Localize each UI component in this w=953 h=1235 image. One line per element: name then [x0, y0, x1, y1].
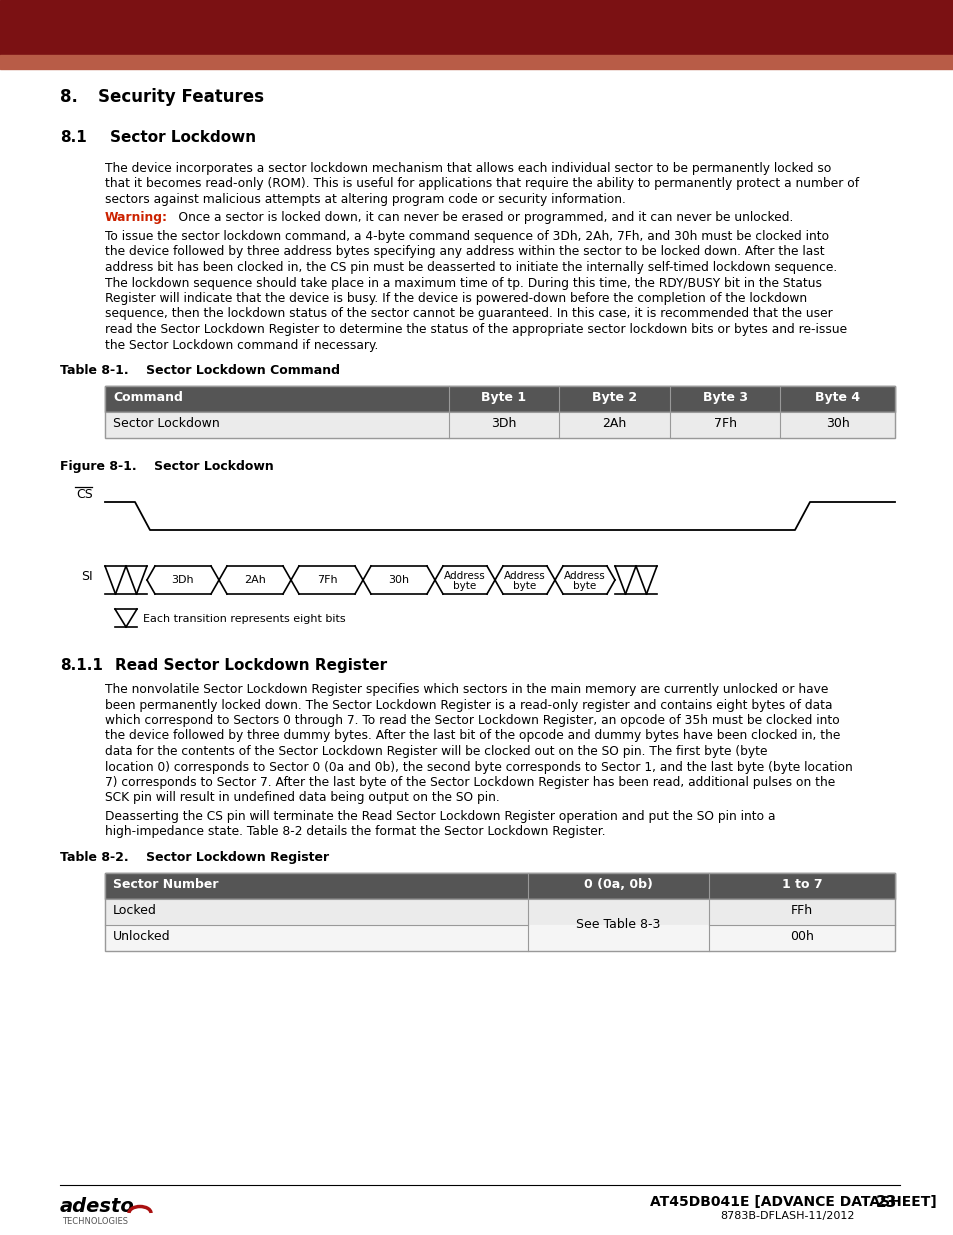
- Text: address bit has been clocked in, the CS pin must be deasserted to initiate the i: address bit has been clocked in, the CS …: [105, 261, 837, 274]
- Text: 2Ah: 2Ah: [244, 576, 266, 585]
- Bar: [105, 899, 894, 925]
- Text: 7) corresponds to Sector 7. After the last byte of the Sector Lockdown Register : 7) corresponds to Sector 7. After the la…: [105, 776, 835, 789]
- Bar: [105, 873, 894, 951]
- Text: data for the contents of the Sector Lockdown Register will be clocked out on the: data for the contents of the Sector Lock…: [105, 745, 767, 758]
- Text: Address: Address: [444, 571, 485, 580]
- Text: Byte 4: Byte 4: [814, 391, 860, 404]
- Text: AT45DB041E [ADVANCE DATASHEET]: AT45DB041E [ADVANCE DATASHEET]: [649, 1195, 936, 1209]
- Text: byte: byte: [573, 580, 596, 592]
- Text: SI: SI: [81, 571, 92, 583]
- Text: 8.1: 8.1: [60, 130, 87, 144]
- Text: 3Dh: 3Dh: [491, 417, 517, 430]
- Text: Address: Address: [503, 571, 545, 580]
- Text: 00h: 00h: [789, 930, 813, 944]
- Bar: [105, 873, 894, 899]
- Bar: [105, 387, 894, 438]
- Text: The nonvolatile Sector Lockdown Register specifies which sectors in the main mem: The nonvolatile Sector Lockdown Register…: [105, 683, 827, 697]
- Text: Sector Number: Sector Number: [112, 878, 218, 890]
- Text: 2Ah: 2Ah: [601, 417, 626, 430]
- Text: sectors against malicious attempts at altering program code or security informat: sectors against malicious attempts at al…: [105, 193, 625, 206]
- Text: Byte 1: Byte 1: [481, 391, 526, 404]
- Text: the Sector Lockdown command if necessary.: the Sector Lockdown command if necessary…: [105, 338, 378, 352]
- Text: SCK pin will result in undefined data being output on the SO pin.: SCK pin will result in undefined data be…: [105, 792, 499, 804]
- Text: 23: 23: [875, 1195, 897, 1210]
- Text: 3Dh: 3Dh: [172, 576, 194, 585]
- Text: The device incorporates a sector lockdown mechanism that allows each individual : The device incorporates a sector lockdow…: [105, 162, 830, 175]
- Bar: [0, 0, 953, 56]
- Text: Table 8-2.    Sector Lockdown Register: Table 8-2. Sector Lockdown Register: [60, 851, 329, 864]
- Text: which correspond to Sectors 0 through 7. To read the Sector Lockdown Register, a: which correspond to Sectors 0 through 7.…: [105, 714, 839, 727]
- Text: high-impedance state. Table 8-2 details the format the Sector Lockdown Register.: high-impedance state. Table 8-2 details …: [105, 825, 605, 839]
- Text: Figure 8-1.    Sector Lockdown: Figure 8-1. Sector Lockdown: [60, 459, 274, 473]
- Text: byte: byte: [453, 580, 476, 592]
- Text: To issue the sector lockdown command, a 4-byte command sequence of 3Dh, 2Ah, 7Fh: To issue the sector lockdown command, a …: [105, 230, 828, 243]
- Text: Each transition represents eight bits: Each transition represents eight bits: [143, 614, 345, 624]
- Text: byte: byte: [513, 580, 536, 592]
- Text: the device followed by three address bytes specifying any address within the sec: the device followed by three address byt…: [105, 246, 823, 258]
- Text: been permanently locked down. The Sector Lockdown Register is a read-only regist: been permanently locked down. The Sector…: [105, 699, 832, 711]
- Text: Deasserting the CS pin will terminate the Read Sector Lockdown Register operatio: Deasserting the CS pin will terminate th…: [105, 810, 775, 823]
- Text: location 0) corresponds to Sector 0 (0a and 0b), the second byte corresponds to : location 0) corresponds to Sector 0 (0a …: [105, 761, 852, 773]
- Text: 1 to 7: 1 to 7: [781, 878, 821, 890]
- Text: the device followed by three dummy bytes. After the last bit of the opcode and d: the device followed by three dummy bytes…: [105, 730, 840, 742]
- Text: sequence, then the lockdown status of the sector cannot be guaranteed. In this c: sequence, then the lockdown status of th…: [105, 308, 832, 321]
- Text: 30h: 30h: [825, 417, 849, 430]
- Text: 8783B-DFLASH-11/2012: 8783B-DFLASH-11/2012: [720, 1212, 854, 1221]
- Text: Once a sector is locked down, it can never be erased or programmed, and it can n: Once a sector is locked down, it can nev…: [163, 211, 793, 225]
- Text: read the Sector Lockdown Register to determine the status of the appropriate sec: read the Sector Lockdown Register to det…: [105, 324, 846, 336]
- Text: 7Fh: 7Fh: [316, 576, 337, 585]
- Text: 0 (0a, 0b): 0 (0a, 0b): [583, 878, 652, 890]
- Text: TECHNOLOGIES: TECHNOLOGIES: [62, 1216, 128, 1226]
- Text: that it becomes read-only (ROM). This is useful for applications that require th: that it becomes read-only (ROM). This is…: [105, 178, 859, 190]
- Text: The lockdown sequence should take place in a maximum time of tp. During this tim: The lockdown sequence should take place …: [105, 277, 821, 289]
- Text: Locked: Locked: [112, 904, 156, 918]
- Bar: [105, 412, 894, 438]
- Text: Warning:: Warning:: [105, 211, 168, 225]
- Text: Sector Lockdown: Sector Lockdown: [110, 130, 255, 144]
- Text: 8.: 8.: [60, 88, 78, 106]
- Text: Byte 3: Byte 3: [702, 391, 747, 404]
- Text: Read Sector Lockdown Register: Read Sector Lockdown Register: [115, 658, 387, 673]
- Text: Security Features: Security Features: [98, 88, 264, 106]
- Text: Unlocked: Unlocked: [112, 930, 171, 944]
- Text: FFh: FFh: [790, 904, 812, 918]
- Text: Command: Command: [112, 391, 183, 404]
- Text: 8.1.1: 8.1.1: [60, 658, 103, 673]
- Text: Table 8-1.    Sector Lockdown Command: Table 8-1. Sector Lockdown Command: [60, 364, 339, 377]
- Bar: [105, 925, 894, 951]
- Text: See Table 8-3: See Table 8-3: [576, 919, 660, 931]
- Bar: [105, 387, 894, 412]
- Bar: [0, 56, 953, 69]
- Text: Byte 2: Byte 2: [592, 391, 637, 404]
- Text: 7Fh: 7Fh: [713, 417, 736, 430]
- Text: Register will indicate that the device is busy. If the device is powered-down be: Register will indicate that the device i…: [105, 291, 806, 305]
- Text: Address: Address: [563, 571, 605, 580]
- Text: 30h: 30h: [388, 576, 409, 585]
- Text: adesto: adesto: [60, 1197, 134, 1216]
- Text: CS: CS: [76, 488, 92, 501]
- Text: Sector Lockdown: Sector Lockdown: [112, 417, 219, 430]
